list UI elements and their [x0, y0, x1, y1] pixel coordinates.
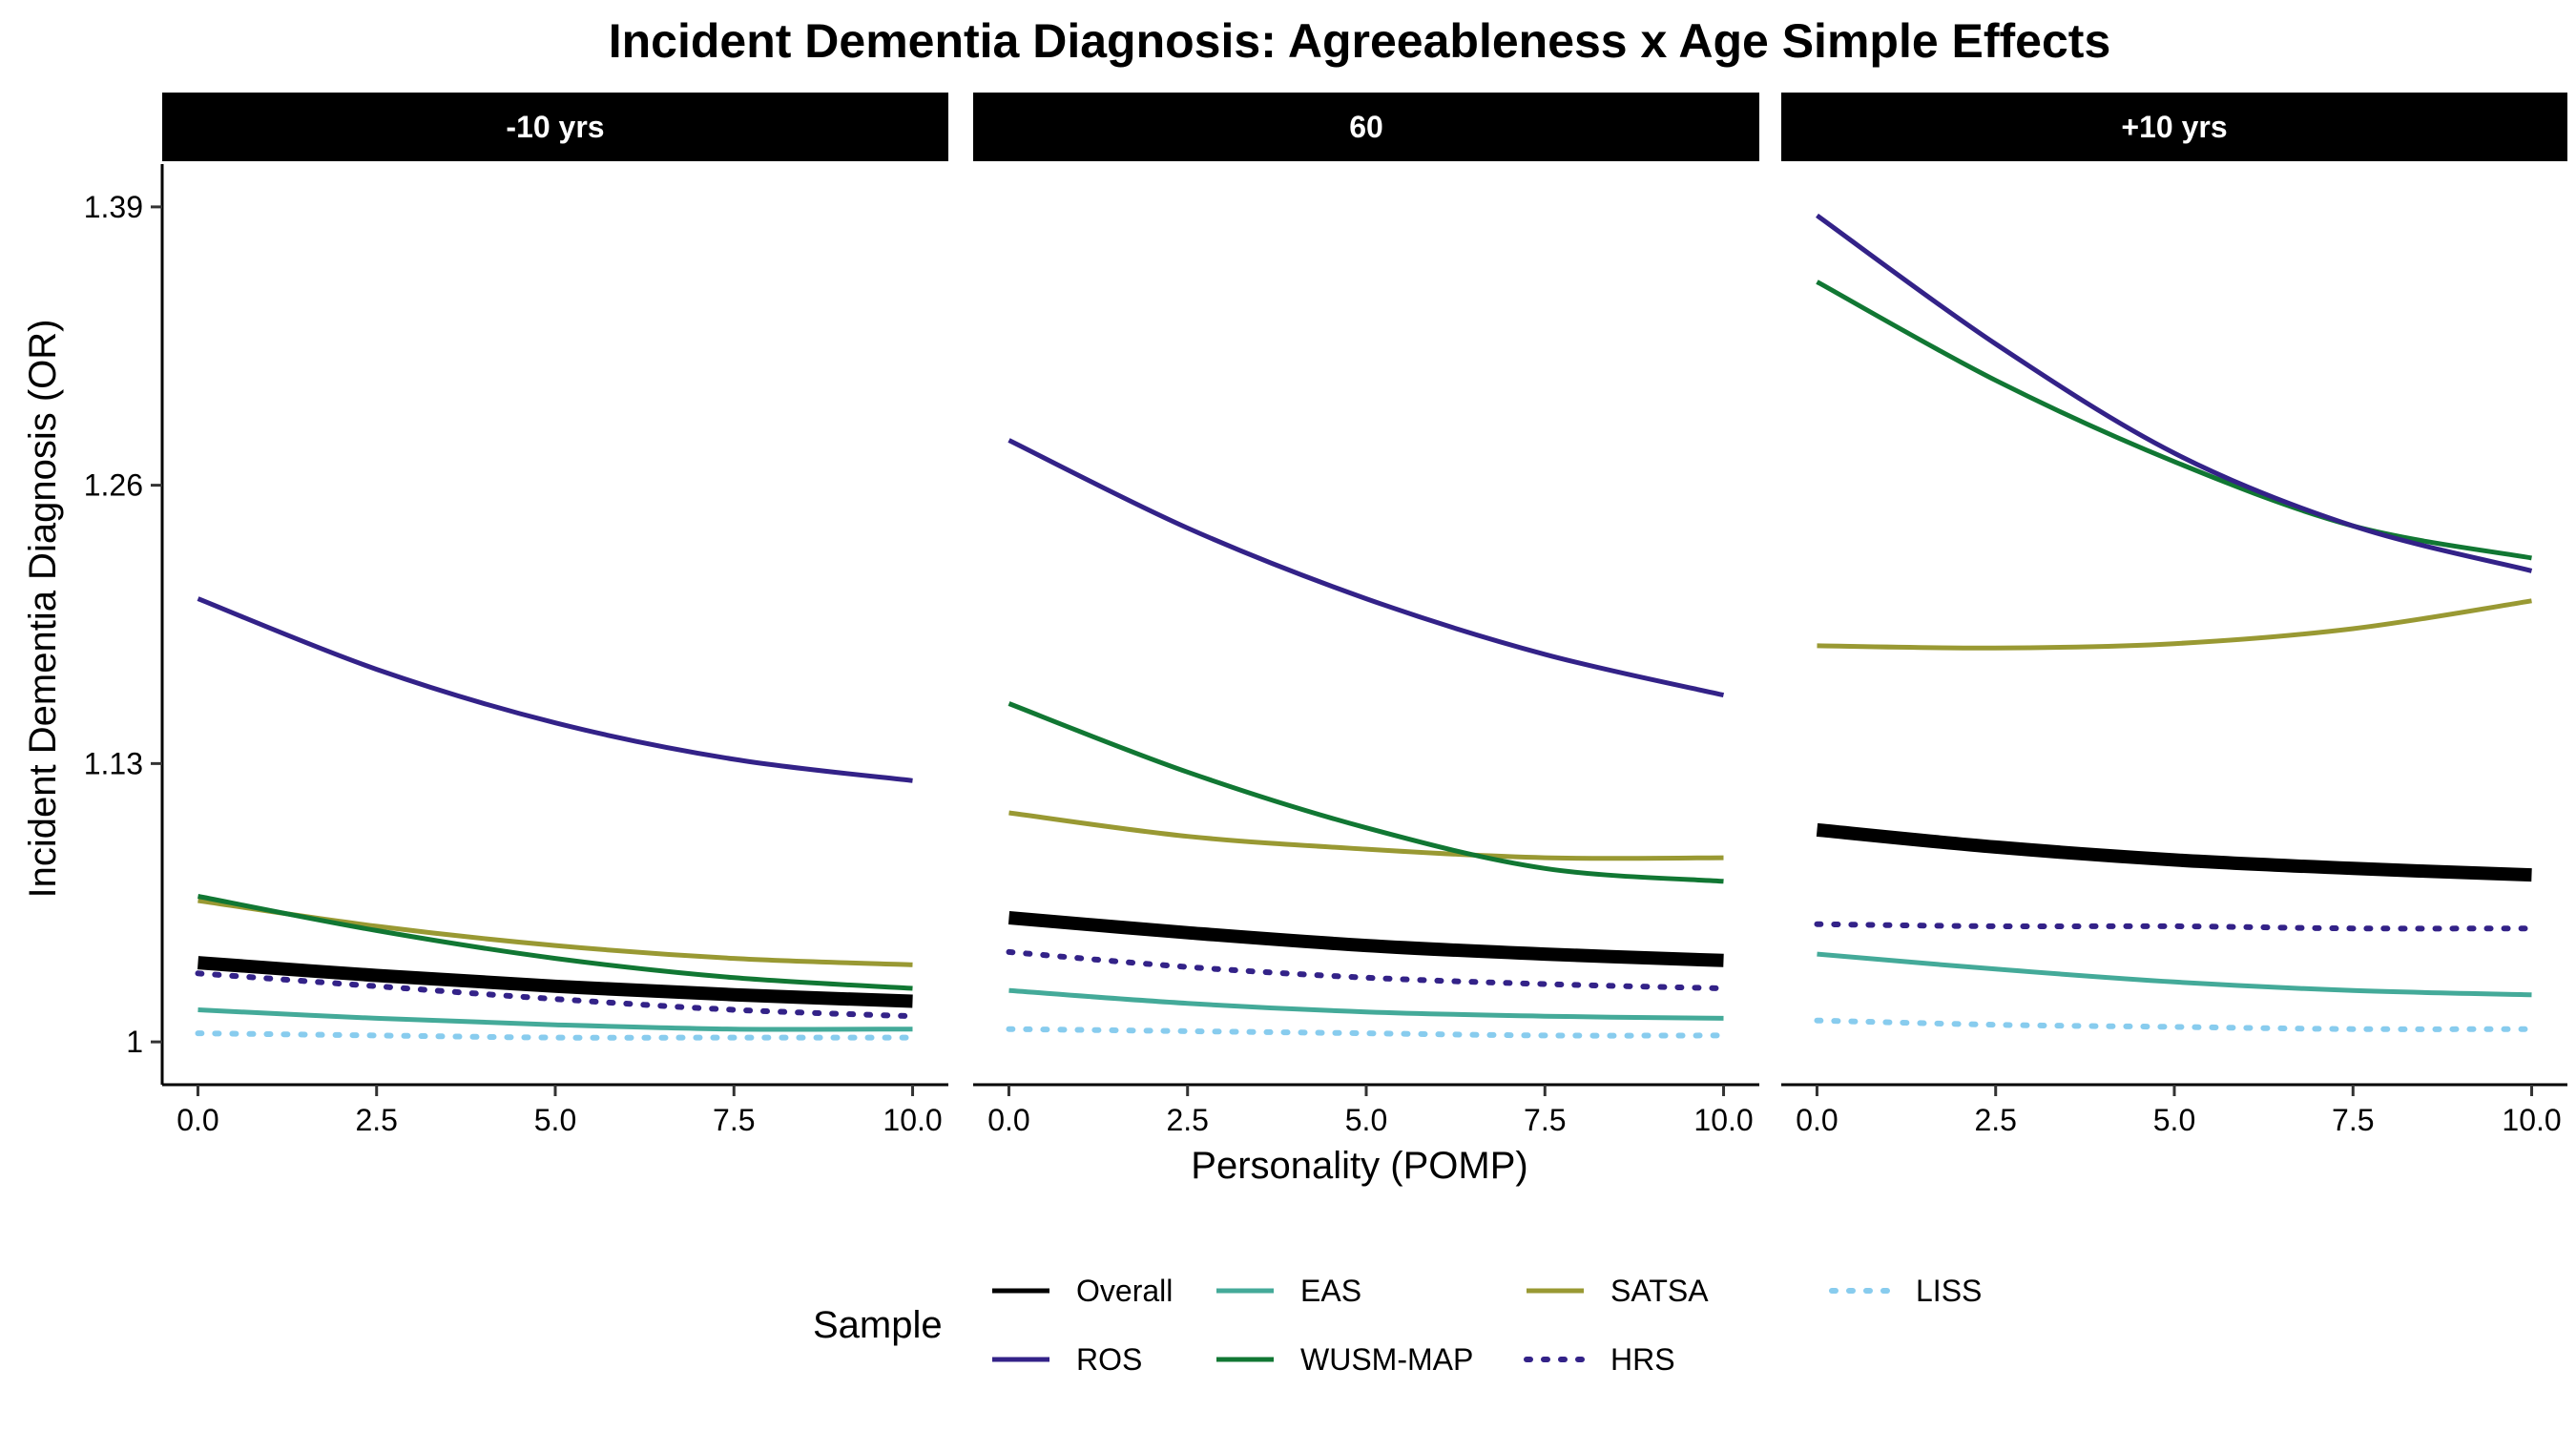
x-axis-title: Personality (POMP): [1191, 1145, 1527, 1187]
legend-label: SATSA: [1610, 1274, 1709, 1308]
legend-label: Overall: [1076, 1274, 1173, 1308]
x-tick-label: 10.0: [1693, 1103, 1753, 1137]
series-line-satsa: [1008, 810, 1724, 861]
series-line-ros: [197, 596, 913, 783]
panel-1: 60 0.0 2.5 5.0 7.5 10.0: [973, 93, 1759, 1137]
x-tick-label: 10.0: [2502, 1103, 2561, 1137]
series-line-wusm-map: [1816, 280, 2532, 561]
legend-item-eas: EAS: [1216, 1274, 1361, 1308]
series-lines: [195, 596, 916, 1041]
series-line-ros: [1816, 213, 2533, 573]
x-tick-label: 10.0: [883, 1103, 942, 1137]
legend-item-overall: Overall: [992, 1274, 1173, 1308]
y-tick-label: 1.13: [84, 746, 143, 780]
legend-title: Sample: [813, 1304, 943, 1346]
panel-0: -10 yrs 0.0 2.5 5.0 7.5 10.0 1 1.13 1.26 1.39: [84, 93, 948, 1137]
x-tick-label: 5.0: [1345, 1103, 1387, 1137]
series-line-ros: [1008, 438, 1725, 698]
legend-item-liss: LISS: [1829, 1274, 1982, 1308]
panel-strip-label: +10 yrs: [2121, 110, 2227, 144]
legend-item-wusm-map: WUSM-MAP: [1216, 1342, 1473, 1377]
x-tick-label: 2.5: [355, 1103, 397, 1137]
legend: Sample Overall ROS EAS WUSM-MAP SATSA HRS LISS: [813, 1274, 1982, 1377]
legend-item-ros: ROS: [992, 1342, 1142, 1377]
panel-2: +10 yrs 0.0 2.5 5.0 7.5 10.0: [1781, 93, 2567, 1137]
series-line-overall: [197, 956, 913, 1008]
chart-title: Incident Dementia Diagnosis: Agreeablene…: [609, 14, 2111, 68]
panel-strip: [162, 93, 948, 161]
legend-item-hrs: HRS: [1524, 1342, 1675, 1377]
x-tick-label: 7.5: [2332, 1103, 2374, 1137]
x-tick-label: 7.5: [713, 1103, 755, 1137]
series-line-overall: [1008, 911, 1724, 967]
series-line-overall: [1816, 822, 2532, 882]
panels: -10 yrs 0.0 2.5 5.0 7.5 10.0 1 1.13 1.26 1.39 60 0.…: [84, 93, 2567, 1137]
series-line-hrs: [1006, 948, 1727, 991]
panel-strip: [973, 93, 1759, 161]
x-tick-label: 0.0: [1796, 1103, 1838, 1137]
panel-strip-label: -10 yrs: [506, 110, 604, 144]
series-line-hrs: [195, 970, 916, 1020]
legend-item-satsa: SATSA: [1527, 1274, 1709, 1308]
series-line-liss: [1814, 1017, 2535, 1032]
x-tick-label: 2.5: [1974, 1103, 2016, 1137]
legend-label: ROS: [1076, 1342, 1142, 1377]
series-line-eas: [197, 1007, 913, 1032]
series-line-eas: [1008, 987, 1724, 1021]
y-tick-label: 1.26: [84, 468, 143, 503]
legend-label: HRS: [1610, 1342, 1675, 1377]
series-line-wusm-map: [1008, 701, 1724, 884]
panel-strip-label: 60: [1349, 110, 1383, 144]
y-tick-label: 1.39: [84, 190, 143, 224]
series-line-satsa: [197, 898, 913, 967]
y-axis-title: Incident Dementia Diagnosis (OR): [22, 320, 64, 899]
legend-label: WUSM-MAP: [1300, 1342, 1473, 1377]
legend-label: LISS: [1916, 1274, 1982, 1308]
legend-label: EAS: [1300, 1274, 1361, 1308]
y-tick-label: 1: [126, 1025, 143, 1059]
x-tick-label: 5.0: [2153, 1103, 2195, 1137]
series-lines: [1814, 213, 2535, 1032]
series-line-liss: [1006, 1026, 1727, 1039]
series-line-hrs: [1814, 921, 2535, 932]
series-line-wusm-map: [197, 894, 913, 991]
series-line-satsa: [1817, 598, 2532, 651]
panel-strip: [1781, 93, 2567, 161]
x-tick-label: 0.0: [177, 1103, 218, 1137]
x-tick-label: 2.5: [1166, 1103, 1208, 1137]
x-tick-label: 7.5: [1524, 1103, 1566, 1137]
series-lines: [1006, 438, 1727, 1039]
x-tick-label: 0.0: [987, 1103, 1029, 1137]
series-line-eas: [1817, 951, 2532, 998]
x-tick-label: 5.0: [534, 1103, 576, 1137]
series-line-liss: [195, 1030, 916, 1041]
